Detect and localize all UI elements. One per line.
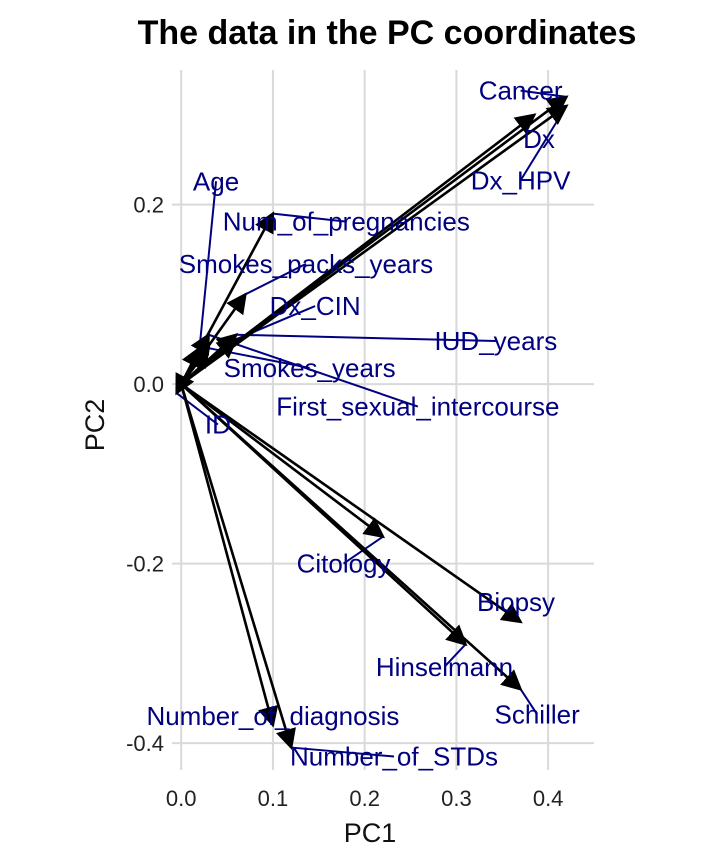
label-hinselmann: Hinselmann: [376, 652, 513, 682]
label-dx: Dx: [523, 124, 555, 154]
leader-schiller: [519, 688, 538, 715]
x-tick-label: 0.0: [166, 786, 197, 811]
leader-id: [175, 392, 219, 426]
variable-labels: Cancer Dx Dx_HPV Age Num_of_pregnancies Smoke…: [146, 76, 580, 772]
y-axis-title: PC2: [80, 399, 110, 452]
arrow-dx-hpv: [180, 104, 569, 386]
x-axis-title: PC1: [344, 818, 397, 848]
label-smokes-years: Smokes_years: [224, 353, 396, 383]
label-num-of-pregnancies: Num_of_pregnancies: [223, 207, 470, 237]
y-tick-label: -0.4: [126, 731, 164, 756]
x-tick-label: 0.3: [441, 786, 472, 811]
x-tick-labels: 0.0 0.1 0.2 0.3 0.4: [166, 786, 564, 811]
leader-num-of-pregnancies: [272, 212, 347, 223]
arrow-biopsy: [180, 383, 523, 624]
arrow-dx: [180, 113, 537, 386]
x-tick-label: 0.1: [258, 786, 289, 811]
label-biopsy: Biopsy: [477, 587, 555, 617]
arrow-citology: [180, 383, 386, 539]
label-number-of-stds: Number_of_STDs: [290, 742, 498, 772]
label-dx-hpv: Dx_HPV: [471, 165, 571, 195]
label-age: Age: [193, 166, 239, 196]
label-citology: Citology: [297, 549, 391, 579]
label-iud-years: IUD_years: [434, 326, 557, 356]
arrow-number-of-stds: [179, 383, 296, 751]
label-first-sexual-intercourse: First_sexual_intercourse: [276, 392, 559, 422]
arrow-first-sexual-intercourse: [180, 332, 210, 385]
y-tick-label: 0.2: [133, 193, 164, 218]
label-number-of-diagnosis: Number_of_diagnosis: [146, 701, 399, 731]
label-smokes-packs-years: Smokes_packs_years: [179, 249, 433, 279]
leader-hinselmann: [443, 643, 467, 668]
leader-iud-years: [236, 333, 496, 343]
y-tick-label: 0.0: [133, 372, 164, 397]
leader-age: [198, 181, 218, 349]
arrow-number-of-diagnosis: [179, 383, 279, 728]
x-tick-label: 0.4: [533, 786, 564, 811]
y-tick-label: -0.2: [126, 552, 164, 577]
y-tick-labels: -0.4 -0.2 0.0 0.2: [126, 193, 164, 756]
x-tick-label: 0.2: [349, 786, 380, 811]
label-schiller: Schiller: [494, 699, 580, 729]
loading-arrows: [175, 95, 569, 751]
label-dx-cin: Dx_CIN: [270, 291, 361, 321]
leader-first-sexual-intercourse: [208, 333, 419, 408]
chart-title: The data in the PC coordinates: [138, 14, 637, 52]
label-id: ID: [205, 409, 231, 439]
label-cancer: Cancer: [479, 76, 563, 106]
leader-number-of-stds: [291, 746, 395, 758]
arrow-schiller: [180, 383, 523, 691]
leader-smokes-packs-years: [244, 262, 307, 296]
